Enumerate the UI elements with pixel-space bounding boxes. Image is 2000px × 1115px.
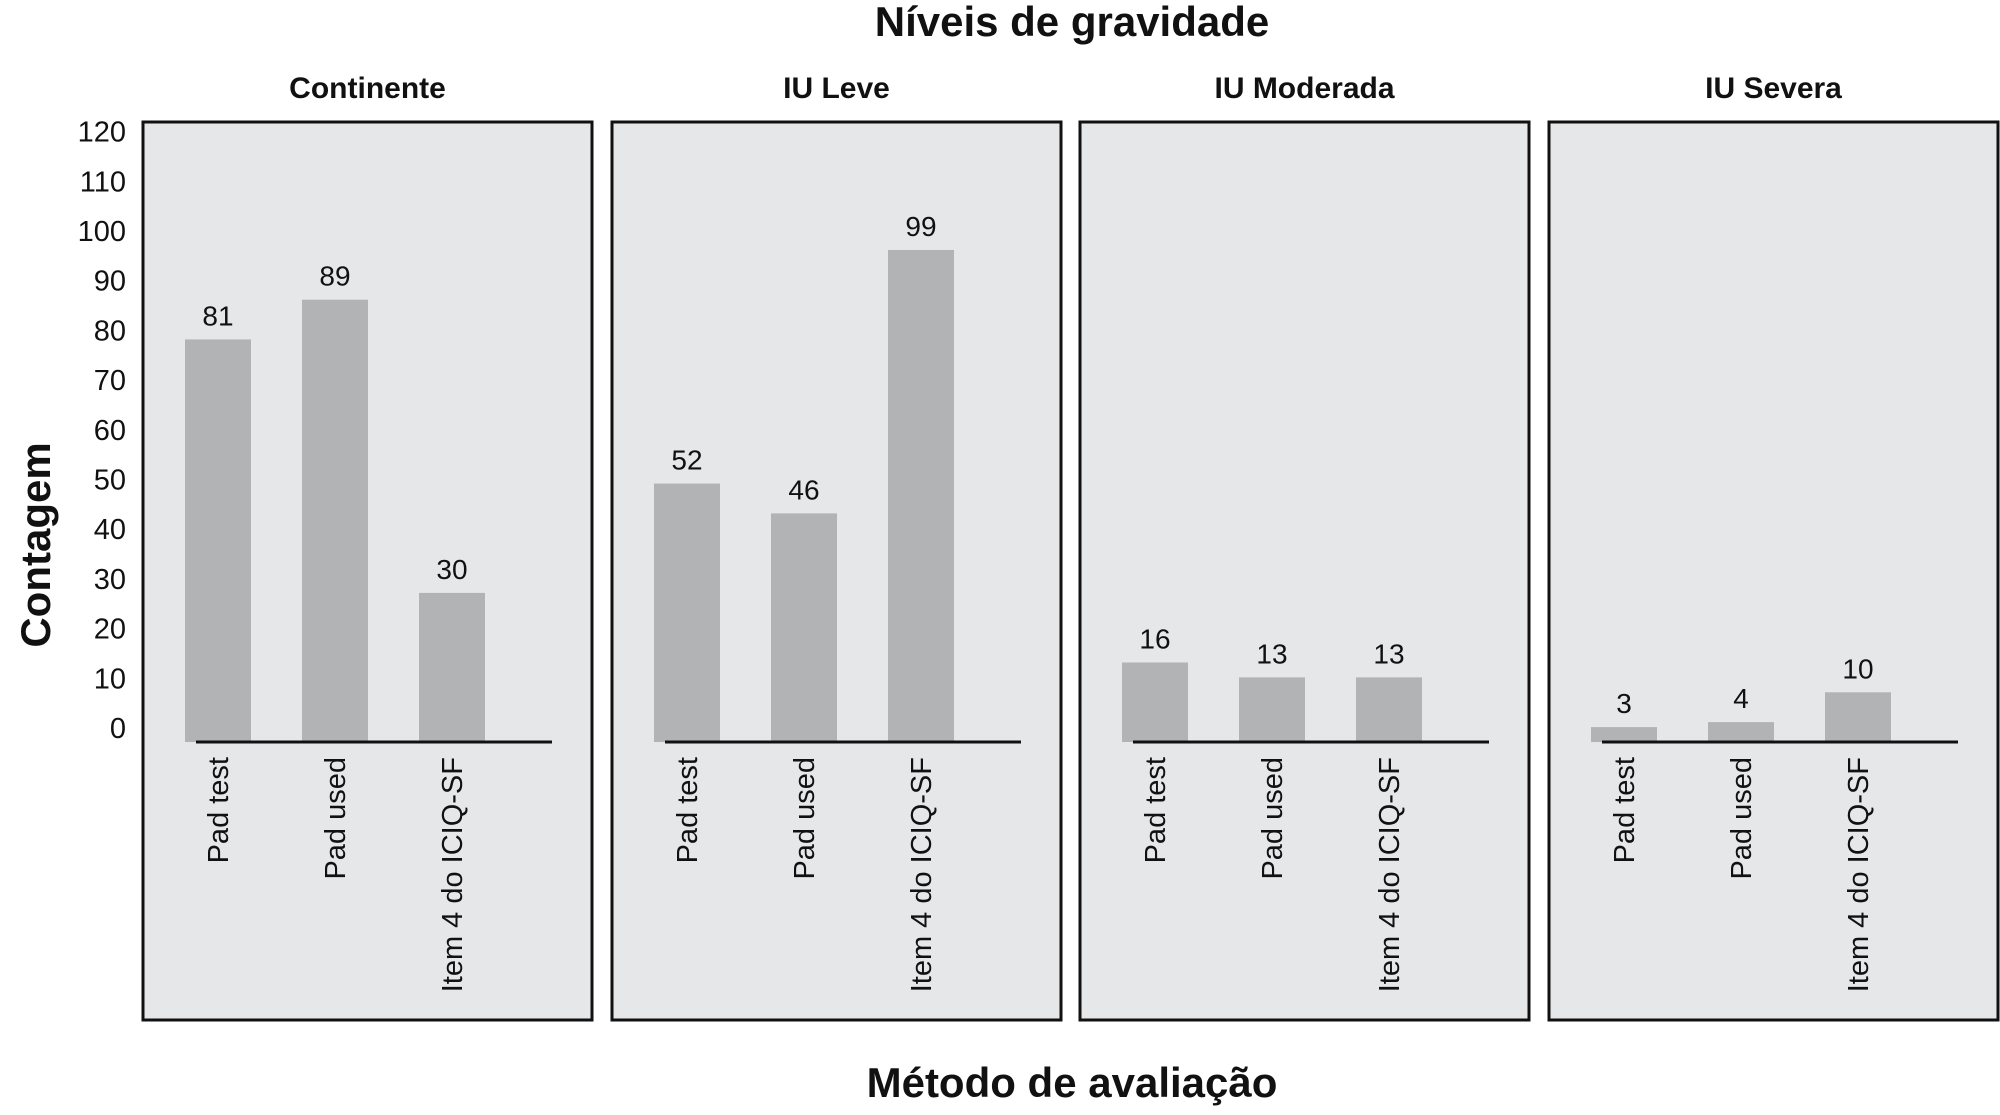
x-tick-label: Item 4 do ICIQ-SF: [906, 757, 938, 992]
x-tick-label: Item 4 do ICIQ-SF: [437, 757, 469, 992]
y-tick-label: 20: [94, 614, 126, 646]
bar: [1591, 727, 1657, 742]
data-label: 3: [1616, 688, 1632, 719]
data-label: 30: [436, 554, 467, 585]
data-label: 16: [1139, 623, 1170, 654]
data-label: 10: [1842, 653, 1873, 684]
y-tick-label: 10: [94, 663, 126, 695]
data-label: 81: [202, 300, 233, 331]
bar: [1122, 662, 1188, 742]
facet-panel: [1547, 120, 2000, 1022]
bar: [771, 513, 837, 742]
x-tick-label: Pad test: [1140, 757, 1172, 863]
x-tick-label: Item 4 do ICIQ-SF: [1843, 757, 1875, 992]
y-tick-label: 60: [94, 415, 126, 447]
data-label: 89: [319, 261, 350, 292]
bar: [419, 592, 485, 742]
facet-iu-severa: IU Severa 3 Pad test 4 Pad used 10 Item 4 do I…: [1547, 72, 2000, 1022]
bar: [888, 249, 954, 742]
y-tick-label: 110: [80, 166, 126, 198]
x-tick-label: Pad test: [672, 757, 704, 863]
bar: [1708, 722, 1774, 742]
y-tick-label: 90: [94, 266, 126, 298]
y-tick-label: 50: [94, 465, 126, 497]
data-label: 4: [1733, 683, 1749, 714]
bar: [1239, 677, 1305, 742]
facet-continente: Continente 81 Pad test 89 Pad used 30 Item 4 d…: [141, 72, 594, 1022]
y-tick-label: 40: [94, 514, 126, 546]
bar: [1356, 677, 1422, 742]
bar: [185, 339, 251, 742]
facet-iu-moderada: IU Moderada 16 Pad test 13 Pad used 13 Item 4 …: [1078, 72, 1531, 1022]
facet-title: Continente: [289, 72, 446, 105]
x-tick-label: Pad test: [1609, 757, 1641, 863]
y-tick-label: 80: [94, 315, 126, 347]
data-label: 52: [671, 445, 702, 476]
y-tick-label: 70: [94, 365, 126, 397]
x-tick-label: Pad used: [1257, 757, 1289, 880]
facet-title: IU Moderada: [1214, 72, 1394, 105]
data-label: 13: [1373, 638, 1404, 669]
facet-title: IU Leve: [783, 72, 890, 105]
chart-title: Níveis de gravidade: [875, 0, 1270, 45]
data-label: 99: [905, 211, 936, 242]
bar: [302, 299, 368, 742]
bar: [654, 483, 720, 742]
x-tick-label: Pad test: [203, 757, 235, 863]
y-axis-title: Contagem: [12, 442, 59, 647]
y-tick-label: 120: [78, 117, 126, 149]
y-tick-label: 30: [94, 564, 126, 596]
x-tick-label: Pad used: [789, 757, 821, 880]
x-axis-title: Método de avaliação: [867, 1059, 1278, 1106]
y-axis-ticks: 0 10 20 30 40 50 60 70 80 90 100 110 120: [78, 117, 126, 745]
bar: [1825, 692, 1891, 742]
facet-panel: [1078, 120, 1531, 1022]
x-tick-label: Pad used: [1726, 757, 1758, 880]
facet-iu-leve: IU Leve 52 Pad test 46 Pad used 99 Item 4 do I…: [610, 72, 1063, 1022]
y-tick-label: 0: [110, 713, 126, 745]
data-label: 46: [788, 474, 819, 505]
facet-panels: Continente 81 Pad test 89 Pad used 30 Item 4 d…: [141, 72, 2000, 1022]
facet-title: IU Severa: [1705, 72, 1842, 105]
data-label: 13: [1256, 638, 1287, 669]
y-tick-label: 100: [78, 216, 126, 248]
x-tick-label: Pad used: [320, 757, 352, 880]
x-tick-label: Item 4 do ICIQ-SF: [1374, 757, 1406, 992]
